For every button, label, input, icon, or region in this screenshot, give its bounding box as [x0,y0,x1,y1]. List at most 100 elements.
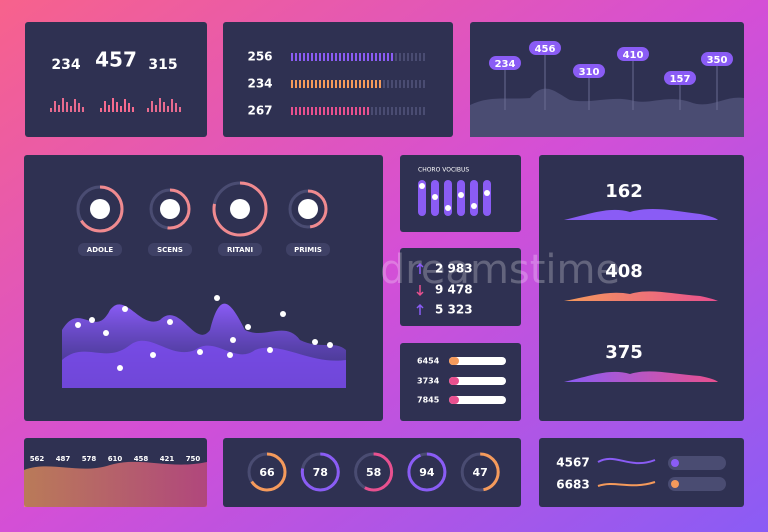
wave [564,208,718,220]
progress-tick [295,107,297,115]
point [117,365,123,371]
progress-tick [327,107,329,115]
mini-bar [54,101,56,112]
wave [62,340,346,388]
value-text: 410 [623,50,644,61]
progress-tick [415,80,417,88]
label-pill [573,64,605,78]
point [245,324,251,330]
value-text: 750 [186,455,201,463]
toggle[interactable] [668,456,726,470]
progress-track [449,357,506,365]
progress-tick [359,53,361,61]
mini-bar [179,107,181,112]
progress-tick [307,107,309,115]
progress-tick [423,53,425,61]
arrow [416,262,424,274]
progress-tick [331,80,333,88]
progress-fill [449,377,459,385]
point [167,319,173,325]
progress-tick [311,80,313,88]
progress-tick [371,80,373,88]
slider-knob [458,192,464,198]
progress-tick [303,53,305,61]
progress-tick [331,53,333,61]
value-text: 562 [30,455,45,463]
progress-tick [383,80,385,88]
value-text: RITANI [227,246,253,254]
slider-track[interactable] [470,180,478,216]
progress-tick [323,53,325,61]
progress-tick [359,107,361,115]
progress-tick [319,107,321,115]
slider-knob [445,205,451,211]
value-text: 52 [163,205,177,216]
value-text: 6683 [556,478,589,492]
progress-tick [395,107,397,115]
progress-track [449,377,506,385]
progress-tick [407,53,409,61]
ring-center [230,199,250,219]
toggle[interactable] [668,477,726,491]
point [227,352,233,358]
progress-tick [327,80,329,88]
mini-bar [70,106,72,112]
progress-tick [347,80,349,88]
progress-tick [379,80,381,88]
progress-tick [403,80,405,88]
progress-tick [363,53,365,61]
mini-bar [171,99,173,112]
progress-tick [299,107,301,115]
ring-arc [212,181,268,237]
value-text: 78 [313,466,328,479]
progress-tick [367,53,369,61]
panel [539,438,744,507]
progress-tick [403,53,405,61]
value-text: 421 [160,455,175,463]
progress-tick [335,53,337,61]
point [75,322,81,328]
progress-tick [363,80,365,88]
value-text: 456 [535,44,556,55]
wave [24,461,207,507]
mini-bar [167,106,169,112]
progress-tick [303,80,305,88]
progress-tick [367,80,369,88]
value-text: 234 [495,59,516,70]
mini-bar [78,103,80,112]
point [122,306,128,312]
progress-tick [367,107,369,115]
ring-center [160,199,180,219]
mini-bar [50,108,52,112]
label-pill [701,52,733,66]
progress-tick [383,53,385,61]
watermark: dreamstime [380,247,620,293]
slider-knob [484,190,490,196]
mini-bar [128,103,130,112]
progress-tick [319,80,321,88]
progress-tick [419,80,421,88]
progress-tick [307,80,309,88]
progress-tick [295,53,297,61]
progress-tick [355,107,357,115]
progress-tick [419,107,421,115]
ring-center [90,199,110,219]
progress-tick [407,80,409,88]
value-text: PRIMIS [294,246,322,254]
progress-tick [379,107,381,115]
ring-arc [288,189,328,229]
mini-bar [104,101,106,112]
mini-bar [112,98,114,112]
progress-tick [411,80,413,88]
value-text: CHORO VOCIBUS [418,167,469,174]
point [89,317,95,323]
slider-track[interactable] [483,180,491,216]
progress-tick [407,107,409,115]
label-pill [664,71,696,85]
progress-tick [323,107,325,115]
value-text: ADOLE [87,246,114,254]
progress-tick [303,107,305,115]
value-text: 66 [259,466,275,479]
slider-track[interactable] [418,180,426,216]
